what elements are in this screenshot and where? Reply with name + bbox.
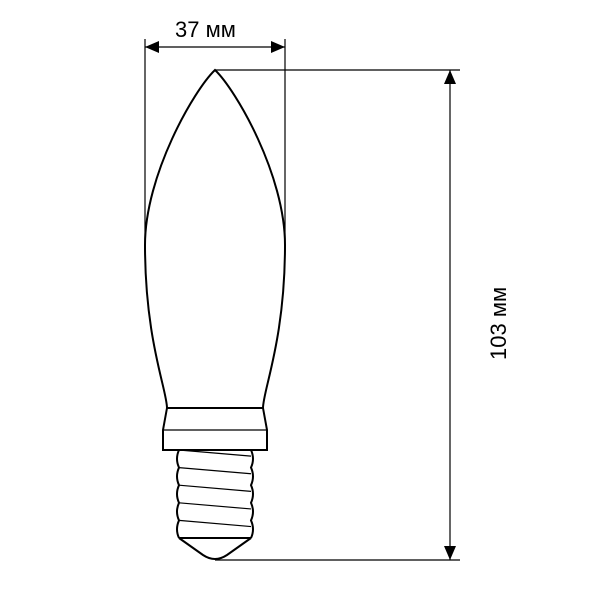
socket-thread-line [179,468,251,474]
height-dimension-label: 103 мм [486,287,512,360]
socket-contact-tip [179,538,251,559]
width-arrow-right [271,41,285,53]
bulb-collar [163,408,267,450]
socket-thread-line [179,520,251,526]
height-arrow-top [444,70,456,84]
socket-thread-line [179,485,251,491]
socket-thread-left [163,450,179,538]
height-arrow-bottom [444,546,456,560]
socket-thread-line [179,503,251,509]
bulb-flame-outline [145,70,285,408]
socket-thread-right [251,450,267,538]
width-arrow-left [145,41,159,53]
diagram-canvas: 37 мм 103 мм [0,0,600,600]
width-dimension-label: 37 мм [175,17,236,43]
